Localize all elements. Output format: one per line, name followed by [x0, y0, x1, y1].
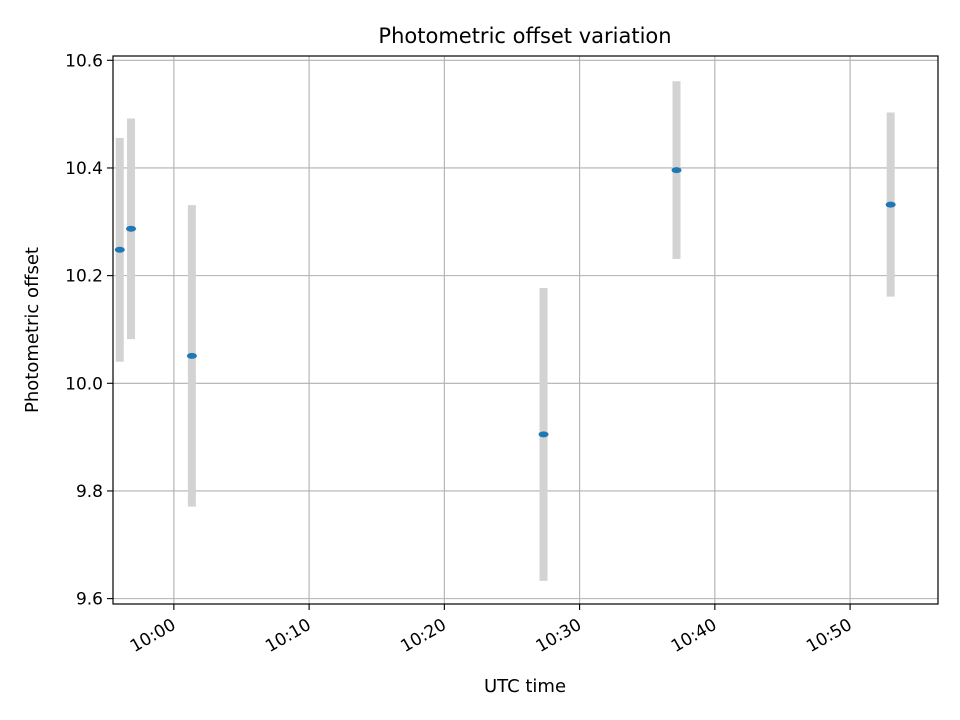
y-axis: 9.6 9.8 10.0 10.2 10.4 10.6	[65, 51, 113, 610]
grid	[113, 56, 938, 604]
data-point	[671, 167, 682, 174]
y-tick-label: 9.8	[76, 482, 103, 502]
y-tick-label: 10.4	[65, 159, 103, 179]
data-point	[538, 431, 549, 438]
x-axis-label: UTC time	[484, 676, 566, 697]
data-point	[114, 246, 125, 253]
data-points	[114, 167, 896, 438]
y-axis-label: Photometric offset	[22, 247, 43, 413]
y-tick-label: 10.6	[65, 51, 103, 71]
chart-title: Photometric offset variation	[378, 24, 671, 48]
data-point	[885, 201, 896, 208]
y-tick-label: 10.2	[65, 267, 103, 287]
y-tick-label: 10.0	[65, 374, 103, 394]
data-point	[186, 352, 197, 359]
plot-frame	[112, 55, 939, 605]
data-point	[126, 225, 137, 232]
y-tick-label: 9.6	[76, 590, 103, 610]
